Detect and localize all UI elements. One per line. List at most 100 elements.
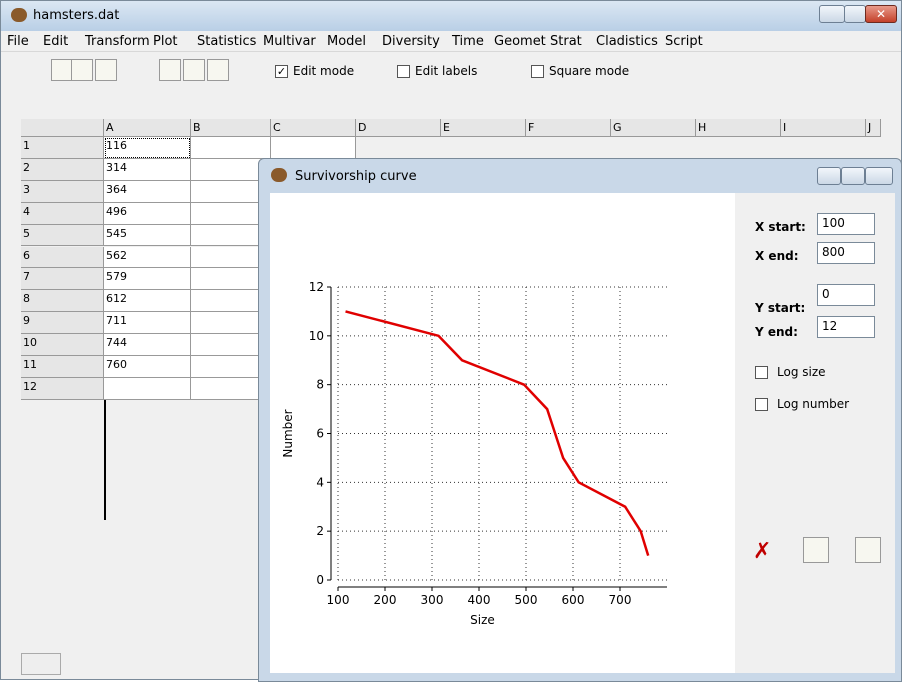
checkbox[interactable] [397, 65, 410, 78]
x-tick-label: 600 [562, 593, 585, 607]
y-end-input[interactable]: 12 [817, 316, 875, 338]
maximize-button[interactable] [841, 167, 865, 185]
x-start-input[interactable]: 100 [817, 213, 875, 235]
column-header: D [356, 119, 441, 137]
x-axis-label: Size [470, 613, 495, 627]
row-header: 8 [21, 290, 104, 313]
checkbox-label: Edit labels [415, 64, 478, 78]
row-header: 6 [21, 246, 104, 269]
column-header: G [611, 119, 696, 137]
menu-item[interactable]: Multivar [263, 34, 316, 49]
close-button[interactable]: ✕ [865, 5, 897, 23]
y-start-input[interactable]: 0 [817, 284, 875, 306]
x-end-input[interactable]: 800 [817, 242, 875, 264]
cancel-button[interactable]: ✗ [753, 539, 772, 564]
checkbox[interactable]: ✓ [275, 65, 288, 78]
close-button[interactable] [865, 167, 893, 185]
cell[interactable]: 116 [104, 137, 191, 159]
toolbar-button[interactable] [207, 59, 229, 81]
options-panel: X start: 100 X end: 800 Y start: 0 Y end… [735, 193, 895, 673]
column-header: C [271, 119, 356, 137]
x-tick-label: 200 [374, 593, 397, 607]
x-tick-label: 100 [327, 593, 350, 607]
menu-item[interactable]: Plot [153, 34, 178, 49]
plot-area: 0 2 4 6 8 10 12 100 200 300 400 500 600 700 Size Number [270, 193, 735, 673]
field-label: X start: [755, 220, 806, 234]
menu-item[interactable]: Time [452, 34, 484, 49]
minimize-button[interactable] [817, 167, 841, 185]
field-label: Y end: [755, 325, 798, 339]
menu-item[interactable]: Cladistics [596, 34, 658, 49]
app-icon [11, 8, 27, 22]
column-header: J [866, 119, 881, 137]
cell[interactable]: 744 [104, 334, 191, 356]
cell[interactable]: 760 [104, 356, 191, 378]
toolbar-button[interactable] [159, 59, 181, 81]
corner-cell [21, 119, 104, 137]
toolbar-button[interactable] [51, 59, 73, 81]
y-tick-label: 4 [316, 475, 324, 489]
cell[interactable]: 314 [104, 158, 191, 181]
checkbox-label: Edit mode [293, 64, 355, 78]
cell[interactable] [104, 377, 191, 400]
row-header: 12 [21, 377, 104, 400]
row-header: 5 [21, 224, 104, 247]
print-button[interactable] [855, 537, 881, 563]
menu-item[interactable]: Transform [85, 34, 150, 49]
y-tick-label: 10 [309, 329, 324, 343]
column-header: A [104, 119, 191, 137]
sheet-border [104, 399, 106, 520]
copy-button[interactable] [803, 537, 829, 563]
minimize-button[interactable] [819, 5, 845, 23]
cell[interactable]: 562 [104, 246, 191, 269]
scrollbar[interactable] [21, 653, 61, 675]
toolbar-button[interactable] [95, 59, 117, 81]
menu-item[interactable]: Edit [43, 34, 69, 49]
toolbar-button[interactable] [183, 59, 205, 81]
column-header: B [191, 119, 271, 137]
cell[interactable] [271, 137, 356, 159]
y-tick-label: 12 [309, 280, 324, 294]
cell[interactable]: 545 [104, 224, 191, 247]
menu-item[interactable]: Model [327, 34, 367, 49]
y-tick-label: 8 [316, 378, 324, 392]
cell[interactable]: 579 [104, 268, 191, 291]
row-header: 2 [21, 158, 104, 181]
y-axis-label: Number [281, 409, 295, 457]
column-header: E [441, 119, 526, 137]
toolbar-button[interactable] [71, 59, 93, 81]
checkbox[interactable] [755, 398, 768, 411]
plot-icon [271, 168, 287, 182]
row-header: 3 [21, 180, 104, 203]
cell[interactable]: 711 [104, 312, 191, 335]
row-header: 4 [21, 202, 104, 225]
cell[interactable] [191, 137, 271, 159]
row-header: 7 [21, 268, 104, 291]
menu-item[interactable]: Statistics [197, 34, 257, 49]
menu-item[interactable]: File [7, 34, 29, 49]
x-tick-label: 300 [421, 593, 444, 607]
y-tick-label: 2 [316, 524, 324, 538]
checkbox[interactable] [755, 366, 768, 379]
menu-item[interactable]: Script [665, 34, 703, 49]
cell[interactable]: 496 [104, 202, 191, 225]
checkbox-label: Square mode [549, 64, 630, 78]
menu-item[interactable]: Diversity [382, 34, 440, 49]
menu-bar: File Edit Transform Plot Statistics Multivar M… [1, 31, 901, 52]
cell[interactable]: 364 [104, 180, 191, 203]
y-tick-label: 0 [316, 573, 324, 587]
x-tick-label: 700 [609, 593, 632, 607]
column-header: F [526, 119, 611, 137]
menu-item[interactable]: Strat [550, 34, 582, 49]
maximize-button[interactable] [844, 5, 866, 23]
menu-item[interactable]: Geomet [494, 34, 546, 49]
checkbox-label: Log number [777, 397, 850, 411]
checkbox-label: Log size [777, 365, 826, 379]
column-header: H [696, 119, 781, 137]
data-line [345, 310, 650, 556]
row-header: 10 [21, 334, 104, 356]
row-header: 1 [21, 137, 104, 159]
cell[interactable]: 612 [104, 290, 191, 313]
checkbox[interactable] [531, 65, 544, 78]
